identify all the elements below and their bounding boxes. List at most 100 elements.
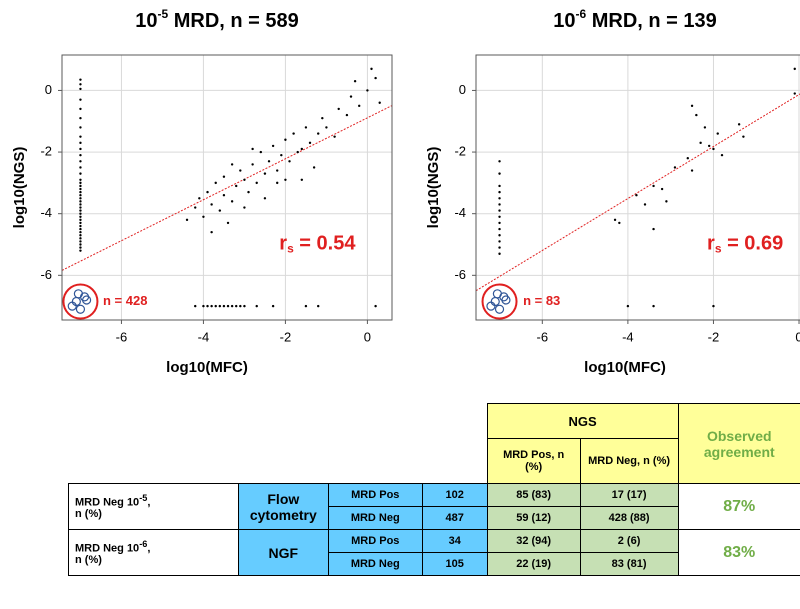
point bbox=[79, 237, 82, 240]
point bbox=[618, 221, 621, 225]
point bbox=[333, 135, 336, 138]
n-label: n = 428 bbox=[103, 293, 147, 308]
agreement-table: NGS Observed agreement MRD Pos, n (%) MRD N… bbox=[68, 403, 800, 576]
point bbox=[370, 67, 373, 71]
point bbox=[222, 304, 226, 308]
point bbox=[210, 230, 213, 234]
point bbox=[288, 160, 291, 163]
pos-header: MRD Pos, n (%) bbox=[486, 438, 581, 484]
point bbox=[251, 147, 254, 151]
point bbox=[321, 116, 324, 120]
point bbox=[276, 169, 279, 172]
x-axis-label: log10(MFC) bbox=[584, 359, 666, 376]
point bbox=[317, 304, 320, 308]
neg-cell: 2 (6) bbox=[579, 529, 679, 553]
charts: 10-5 MRD, n = 589-6 -4 -2 0-6-4-20log10(MFC… bbox=[11, 7, 800, 376]
y-tick-label: -2 bbox=[454, 144, 466, 159]
x-tick-label: -4 bbox=[622, 329, 634, 344]
point bbox=[185, 218, 189, 222]
point bbox=[699, 141, 702, 145]
point bbox=[259, 150, 263, 154]
point bbox=[255, 181, 258, 185]
title-base: 10 bbox=[553, 10, 575, 32]
x-tick-label: -2 bbox=[708, 329, 720, 344]
title-base: 10 bbox=[135, 10, 157, 32]
point bbox=[263, 197, 267, 200]
method: NGF bbox=[237, 529, 329, 576]
blank bbox=[69, 404, 488, 484]
point bbox=[793, 67, 796, 71]
point bbox=[79, 243, 82, 246]
y-tick-label: 0 bbox=[45, 82, 52, 97]
x-tick-label: 0 bbox=[364, 329, 371, 344]
point bbox=[230, 200, 234, 203]
point bbox=[374, 76, 377, 80]
status: MRD Neg bbox=[327, 552, 423, 576]
point bbox=[79, 249, 82, 252]
point bbox=[300, 147, 304, 151]
plot-area bbox=[62, 55, 392, 320]
label-comma: , bbox=[147, 496, 151, 509]
point bbox=[239, 304, 242, 308]
rs-r: r bbox=[707, 233, 715, 255]
point bbox=[79, 227, 82, 231]
plot-border bbox=[61, 54, 393, 321]
point bbox=[79, 212, 82, 215]
point bbox=[695, 113, 698, 117]
point bbox=[79, 147, 82, 151]
point bbox=[79, 215, 82, 218]
label-unit: n (%) bbox=[75, 554, 102, 567]
point bbox=[79, 178, 82, 181]
point bbox=[498, 160, 501, 163]
point bbox=[498, 203, 501, 206]
point bbox=[292, 132, 295, 135]
chart-title: 10-6 MRD, n = 139 bbox=[553, 7, 717, 32]
label-base: MRD Neg 10 bbox=[75, 496, 140, 509]
x-axis-label: log10(MFC) bbox=[166, 359, 248, 376]
point bbox=[296, 150, 299, 154]
point bbox=[349, 95, 353, 98]
highlight-circle bbox=[62, 283, 99, 320]
point bbox=[690, 169, 694, 172]
y-tick-label: -4 bbox=[40, 205, 52, 220]
rs-label: rs = 0.69 bbox=[707, 233, 783, 256]
point bbox=[79, 184, 82, 188]
status: MRD Pos bbox=[327, 483, 423, 507]
title-exponent: -5 bbox=[157, 7, 168, 21]
point bbox=[235, 304, 238, 308]
point bbox=[703, 126, 707, 129]
y-axis-label: log10(NGS) bbox=[425, 147, 442, 229]
point bbox=[206, 190, 209, 194]
point bbox=[79, 107, 82, 111]
point bbox=[243, 304, 246, 308]
ngs-header: NGS bbox=[486, 403, 679, 439]
point bbox=[353, 79, 357, 83]
point bbox=[304, 304, 308, 308]
point bbox=[690, 104, 694, 108]
count: 487 bbox=[421, 506, 488, 530]
cluster-point bbox=[73, 289, 83, 299]
point bbox=[210, 304, 213, 308]
point bbox=[222, 194, 226, 197]
point bbox=[304, 126, 308, 129]
point bbox=[243, 206, 246, 209]
plot-border bbox=[475, 54, 800, 321]
x-tick-label: -2 bbox=[280, 329, 292, 344]
point bbox=[226, 304, 230, 308]
neg-header: MRD Neg, n (%) bbox=[579, 438, 679, 484]
y-tick-label: -2 bbox=[40, 144, 52, 159]
point bbox=[79, 246, 82, 249]
point bbox=[613, 218, 617, 222]
cluster-point bbox=[75, 304, 86, 314]
point bbox=[737, 123, 741, 126]
pos-cell: 22 (19) bbox=[486, 552, 581, 576]
title-rest: MRD, n = 589 bbox=[168, 10, 299, 32]
cluster-point bbox=[492, 289, 502, 299]
point bbox=[79, 187, 82, 191]
point bbox=[79, 160, 82, 163]
point bbox=[635, 194, 638, 197]
cluster-point bbox=[494, 304, 505, 314]
point bbox=[276, 181, 279, 185]
point bbox=[673, 166, 677, 169]
y-tick-label: -4 bbox=[454, 205, 466, 220]
